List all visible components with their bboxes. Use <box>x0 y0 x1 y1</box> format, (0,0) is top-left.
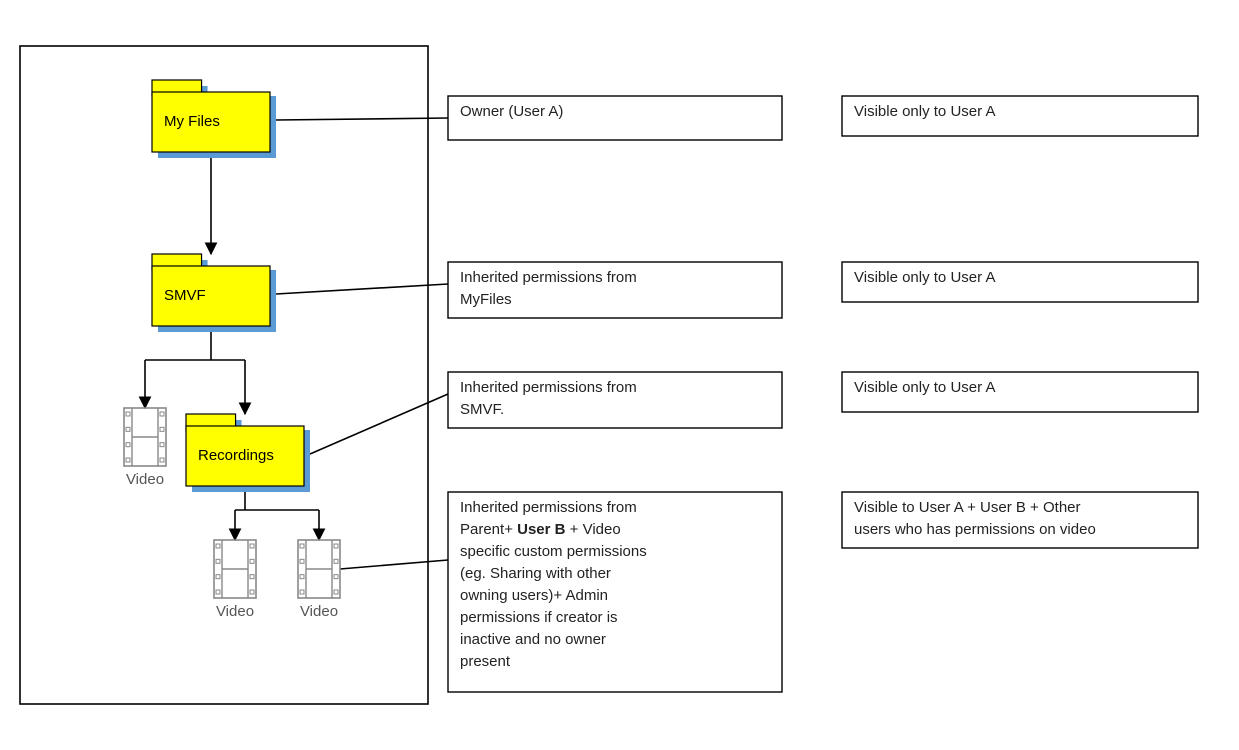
video-v1-label: Video <box>126 471 164 488</box>
vis-box-v1: Visible only to User A <box>842 96 1198 136</box>
connector-folder-my_files <box>276 118 448 120</box>
vis-box-v2: Visible only to User A <box>842 262 1198 302</box>
perm-box-p4-line7: present <box>460 653 511 670</box>
folder-my_files: My Files <box>152 80 276 158</box>
perm-box-p4-line6: inactive and no owner <box>460 631 606 648</box>
video-v1: Video <box>124 408 166 488</box>
perm-box-p4-line3: (eg. Sharing with other <box>460 565 611 582</box>
folder-my_files-label: My Files <box>164 113 220 130</box>
perm-box-p2-line1: MyFiles <box>460 291 512 308</box>
folder-recordings-label: Recordings <box>198 447 274 464</box>
video-v2-label: Video <box>216 603 254 620</box>
folder-smvf-label: SMVF <box>164 287 206 304</box>
perm-box-p4-line2: specific custom permissions <box>460 543 647 560</box>
perm-box-p3: Inherited permissions from SMVF. <box>448 372 782 428</box>
perm-box-p4-line1: Parent+ User B + Video <box>460 521 621 538</box>
video-v2: Video <box>214 540 256 620</box>
vis-box-v4-line0: Visible to User A + User B + Other <box>854 499 1081 516</box>
perm-box-p4-line0: Inherited permissions from <box>460 499 637 516</box>
vis-box-v3: Visible only to User A <box>842 372 1198 412</box>
vis-box-v3-line0: Visible only to User A <box>854 379 995 396</box>
perm-box-p1: Owner (User A) <box>448 96 782 140</box>
perm-box-p3-line1: SMVF. <box>460 401 504 418</box>
vis-box-v2-line0: Visible only to User A <box>854 269 995 286</box>
connector-video-p4 <box>340 560 448 569</box>
perm-box-p3-line0: Inherited permissions from <box>460 379 637 396</box>
video-v3: Video <box>298 540 340 620</box>
vis-box-v4-line1: users who has permissions on video <box>854 521 1096 538</box>
perm-box-p1-line0: Owner (User A) <box>460 103 563 120</box>
folder-recordings: Recordings <box>186 414 310 492</box>
perm-box-p4-line5: permissions if creator is <box>460 609 618 626</box>
vis-box-v1-line0: Visible only to User A <box>854 103 995 120</box>
connector-folder-smvf <box>276 284 448 294</box>
perm-box-p4: Inherited permissions from Parent+ User B… <box>448 492 782 692</box>
perm-box-p4-line4: owning users)+ Admin <box>460 587 608 604</box>
video-v3-label: Video <box>300 603 338 620</box>
folder-smvf: SMVF <box>152 254 276 332</box>
vis-box-v4: Visible to User A + User B + Other users … <box>842 492 1198 548</box>
perm-box-p2-line0: Inherited permissions from <box>460 269 637 286</box>
perm-box-p2: Inherited permissions from MyFiles <box>448 262 782 318</box>
